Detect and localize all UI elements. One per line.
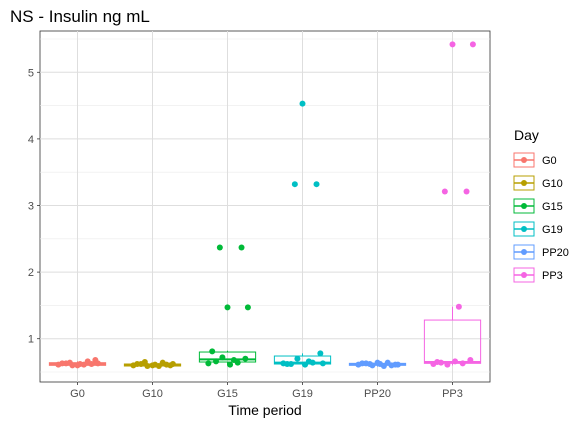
y-tick-label: 3 [28,201,34,213]
data-point-G15 [219,354,225,360]
x-tick-label: G19 [292,388,313,400]
data-point-PP20 [375,360,381,366]
legend-label-PP20: PP20 [542,247,569,259]
data-point-G10 [164,362,170,368]
data-point-G15 [227,362,233,368]
x-tick-label: PP20 [364,388,391,400]
data-point-PP3 [470,41,476,47]
data-point-G19 [314,181,320,187]
x-axis-title: Time period [228,402,301,418]
data-point-PP20 [395,362,401,368]
data-point-G0 [81,362,87,368]
legend-key-point [521,180,527,186]
chart-title: NS - Insulin ng mL [10,7,150,26]
x-tick-label: G10 [142,388,163,400]
data-point-PP3 [460,360,466,366]
x-tick-label: PP3 [442,388,463,400]
data-point-G10 [134,361,140,367]
data-point-G0 [75,362,81,368]
data-point-PP3 [452,358,458,364]
data-point-G19 [294,356,300,362]
legend-key-point [521,272,527,278]
data-point-PP3 [467,357,473,363]
y-tick-label: 1 [28,334,34,346]
legend-label-G19: G19 [542,224,563,236]
legend-key-point [521,203,527,209]
y-axis: 1 2 3 4 5 [28,67,40,345]
data-point-G10 [142,359,148,365]
x-tick-label: G0 [70,388,85,400]
legend-key-point [521,249,527,255]
legend-title: Day [514,127,539,143]
data-point-G19 [300,101,306,107]
x-tick-label: G15 [217,388,238,400]
data-point-PP3 [434,359,440,365]
legend: G0 G10 G15 G19 PP20 PP3 [514,153,569,282]
legend-key-point [521,226,527,232]
legend-key-point [521,157,527,163]
legend-label-G15: G15 [542,201,563,213]
y-tick-label: 5 [28,67,34,79]
data-point-G19 [317,350,323,356]
data-point-G0 [89,361,95,367]
data-point-G15 [231,357,237,363]
data-point-G19 [292,181,298,187]
data-point-PP3 [464,189,470,195]
legend-label-G10: G10 [542,178,563,190]
data-point-PP20 [381,363,387,369]
box-PP3 [424,320,480,363]
data-point-G15 [205,360,211,366]
data-point-G15 [239,244,245,250]
data-point-G0 [67,360,73,366]
data-point-G19 [306,358,312,364]
data-point-G15 [242,356,248,362]
data-point-G10 [170,361,176,367]
legend-label-PP3: PP3 [542,270,563,282]
data-point-PP3 [444,362,450,368]
y-tick-label: 2 [28,267,34,279]
data-point-G15 [225,304,231,310]
data-point-G10 [156,363,162,369]
data-point-PP20 [389,362,395,368]
data-point-G15 [217,244,223,250]
legend-label-G0: G0 [542,155,557,167]
data-point-G19 [284,361,290,367]
data-point-G19 [320,360,326,366]
data-point-G15 [245,304,251,310]
data-point-G10 [150,362,156,368]
data-point-G15 [213,358,219,364]
plot-panel [40,31,490,382]
data-point-G15 [209,348,215,354]
data-point-PP3 [442,189,448,195]
data-point-PP3 [450,41,456,47]
data-point-PP3 [456,304,462,310]
data-point-G0 [59,360,65,366]
data-point-PP20 [367,361,373,367]
y-tick-label: 4 [28,134,34,146]
data-point-PP20 [359,360,365,366]
x-axis: G0 G10 G15 G19 PP20 PP3 [70,382,463,400]
data-point-G0 [95,360,101,366]
